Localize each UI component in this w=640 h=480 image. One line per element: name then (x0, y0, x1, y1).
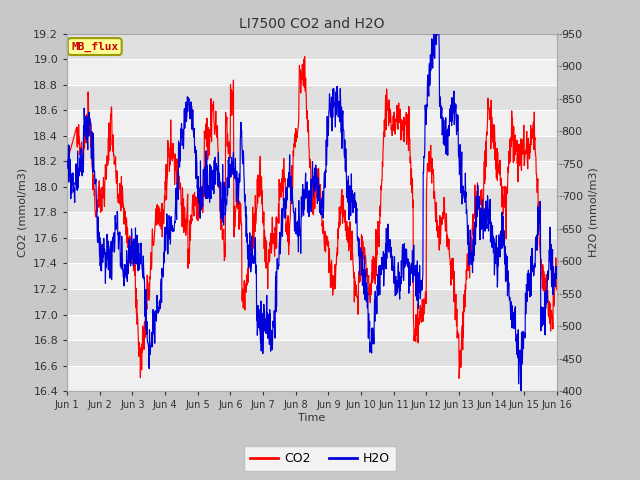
Bar (67, 187, 557, 212)
Title: LI7500 CO2 and H2O: LI7500 CO2 and H2O (239, 17, 385, 31)
Text: MB_flux: MB_flux (71, 41, 118, 52)
Bar (67, 212, 557, 238)
X-axis label: Time: Time (298, 413, 326, 423)
Bar (67, 238, 557, 264)
Bar (67, 84, 557, 110)
Bar (67, 314, 557, 340)
Bar (67, 366, 557, 391)
Bar (67, 340, 557, 366)
Bar (67, 289, 557, 314)
Y-axis label: H2O (mmol/m3): H2O (mmol/m3) (588, 168, 598, 257)
Bar (67, 34, 557, 59)
Y-axis label: CO2 (mmol/m3): CO2 (mmol/m3) (18, 168, 28, 257)
Bar (67, 110, 557, 136)
Bar (67, 136, 557, 161)
Legend: CO2, H2O: CO2, H2O (244, 446, 396, 471)
Bar (67, 264, 557, 289)
Bar (67, 161, 557, 187)
Bar (67, 59, 557, 84)
